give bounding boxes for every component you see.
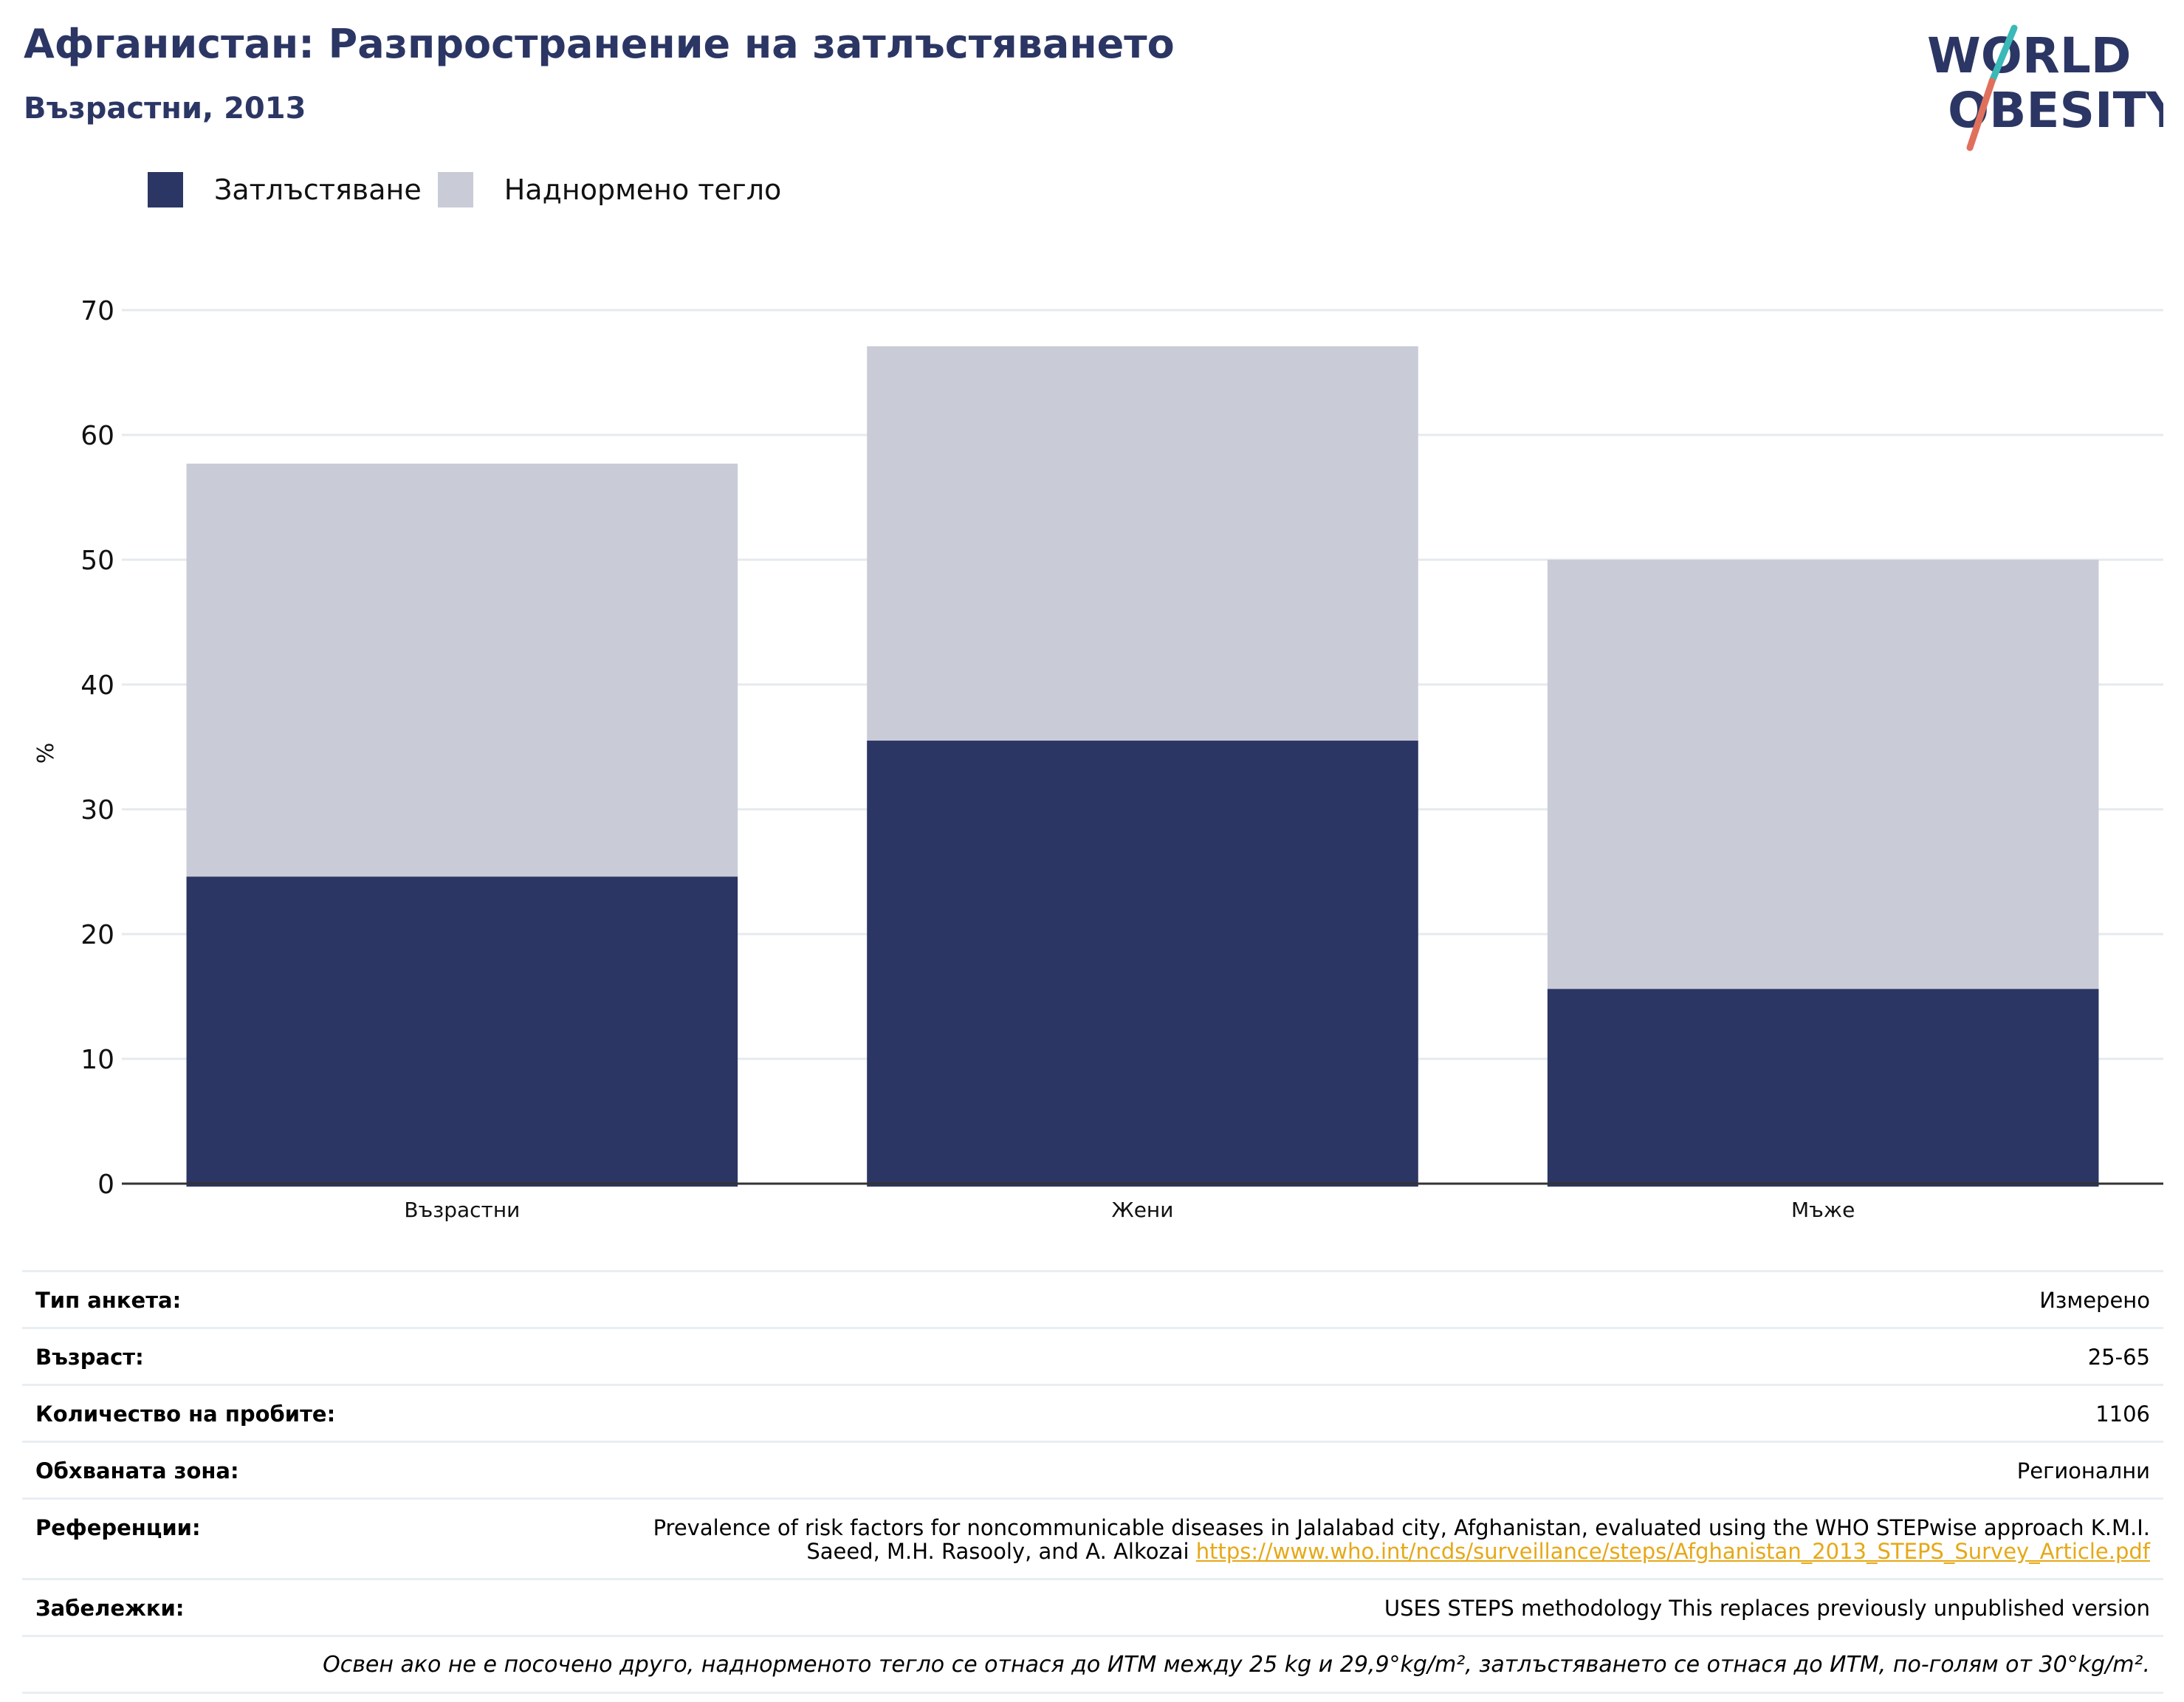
legend-label-overweight: Наднормено тегло xyxy=(504,174,782,206)
world-obesity-logo: WORLD OBESITY xyxy=(1927,24,2163,151)
survey-info-table: Тип анкета: Измерено Възраст: 25-65 Коли… xyxy=(22,1270,2163,1694)
y-tick-label: 50 xyxy=(80,546,114,576)
sample-size-label: Количество на пробите: xyxy=(35,1401,336,1427)
y-tick-label: 30 xyxy=(80,795,114,826)
references-link[interactable]: https://www.who.int/ncds/surveillance/st… xyxy=(1195,1539,2150,1564)
legend-item-overweight[interactable]: Наднормено тегло xyxy=(437,172,782,207)
bmi-footnote: Освен ако не е посочено друго, наднормен… xyxy=(22,1635,2163,1694)
bar-obesity xyxy=(1547,989,2099,1187)
survey-type-label: Тип анкета: xyxy=(35,1288,182,1313)
bar-obesity xyxy=(186,876,738,1187)
page-title: Афганистан: Разпространение на затлъстяв… xyxy=(24,21,1175,67)
info-row-notes: Забележки: USES STEPS methodology This r… xyxy=(22,1578,2163,1635)
references-value: Prevalence of risk factors for noncommun… xyxy=(653,1516,2150,1563)
y-tick-label: 10 xyxy=(80,1045,114,1075)
bar-obesity xyxy=(867,741,1418,1187)
area-value: Регионални xyxy=(2016,1458,2150,1483)
sample-size-value: 1106 xyxy=(2095,1401,2150,1427)
notes-value: USES STEPS methodology This replaces pre… xyxy=(1384,1596,2150,1621)
x-tick-label: Възрастни xyxy=(404,1198,520,1222)
legend-item-obesity[interactable]: Затлъстяване xyxy=(148,172,422,207)
info-row-age: Възраст: 25-65 xyxy=(22,1327,2163,1384)
legend-label-obesity: Затлъстяване xyxy=(214,174,422,206)
y-tick-label: 40 xyxy=(80,670,114,701)
age-value: 25-65 xyxy=(2087,1345,2150,1370)
area-label: Обхваната зона: xyxy=(35,1458,239,1483)
logo-line-world: WORLD xyxy=(1927,27,2132,84)
bar-chart: 0 10 20 30 40 50 60 70% Възрастни Жени Мъже xyxy=(33,296,2163,1222)
page-subtitle: Възрастни, 2013 xyxy=(24,92,306,126)
y-tick-label: 0 xyxy=(97,1170,114,1200)
y-tick-label: 70 xyxy=(80,296,114,326)
age-label: Възраст: xyxy=(35,1345,144,1370)
info-row-survey-type: Тип анкета: Измерено xyxy=(22,1270,2163,1327)
references-label: Референции: xyxy=(35,1515,201,1540)
info-row-references: Референции: Prevalence of risk factors f… xyxy=(22,1497,2163,1578)
chart-legend: Затлъстяване Наднормено тегло xyxy=(148,171,797,208)
y-tick-label: 20 xyxy=(80,920,114,950)
legend-swatch-overweight xyxy=(437,172,473,207)
notes-label: Забележки: xyxy=(35,1596,185,1621)
x-tick-label: Жени xyxy=(1112,1198,1174,1222)
y-axis-label: % xyxy=(33,743,59,764)
x-tick-label: Мъже xyxy=(1791,1198,1855,1222)
info-row-area: Обхваната зона: Регионални xyxy=(22,1441,2163,1497)
survey-type-value: Измерено xyxy=(2039,1288,2150,1313)
references-text-line-2: Saeed, M.H. Rasooly, and A. Alkozai xyxy=(806,1539,1189,1564)
y-tick-label: 60 xyxy=(80,421,114,451)
logo-stroke-coral xyxy=(1966,78,1996,151)
info-row-sample-size: Количество на пробите: 1106 xyxy=(22,1384,2163,1441)
legend-swatch-obesity xyxy=(148,172,183,207)
references-text-line-1: Prevalence of risk factors for noncommun… xyxy=(653,1515,2150,1540)
logo-stroke-teal xyxy=(1988,24,2018,85)
